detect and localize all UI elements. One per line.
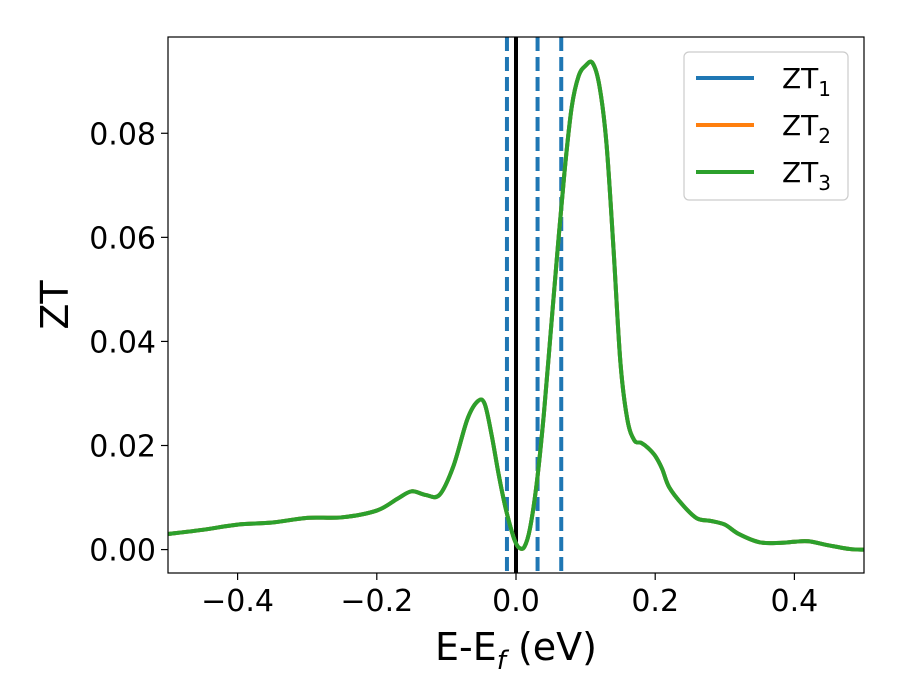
- series-line-zt3: [168, 59, 864, 552]
- y-tick-label: 0.06: [89, 221, 156, 256]
- y-tick-label: 0.04: [89, 325, 156, 360]
- legend-box: [683, 51, 849, 201]
- series-lines: [168, 59, 864, 552]
- x-tick-label: 0.4: [771, 584, 819, 619]
- x-axis-label: E-Ef (eV): [435, 625, 597, 676]
- x-tick-label: −0.2: [340, 584, 413, 619]
- y-tick-label: 0.08: [89, 117, 156, 152]
- legend-label-zt1: ZT1: [782, 62, 831, 101]
- y-tick-label: 0.00: [89, 534, 156, 569]
- x-axis-ticks: −0.4 −0.2 0.0 0.2 0.4: [201, 573, 818, 619]
- x-tick-label: −0.4: [201, 584, 274, 619]
- x-tick-label: 0.2: [631, 584, 679, 619]
- legend-label-zt2: ZT2: [782, 109, 831, 148]
- y-axis-label: ZT: [33, 280, 77, 330]
- legend-label-zt3: ZT3: [782, 156, 831, 195]
- y-axis-ticks: 0.00 0.02 0.04 0.06 0.08: [89, 117, 168, 569]
- legend: ZT1 ZT2 ZT3: [683, 51, 849, 201]
- x-tick-label: 0.0: [492, 584, 540, 619]
- y-tick-label: 0.02: [89, 430, 156, 465]
- reference-lines: [504, 37, 564, 573]
